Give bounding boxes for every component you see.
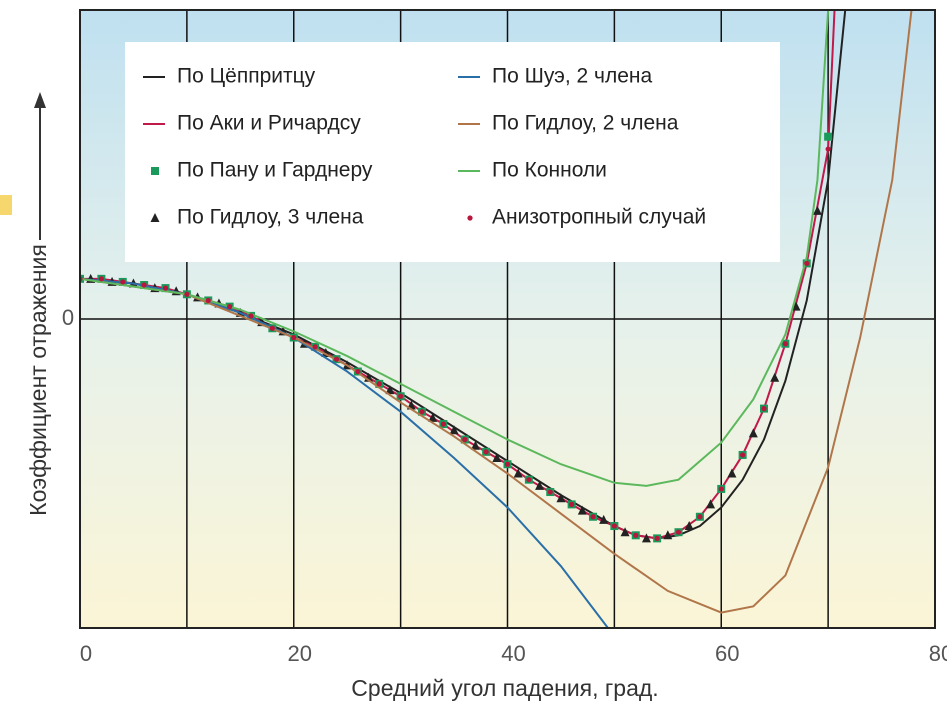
marker (385, 385, 395, 395)
marker (812, 205, 822, 215)
marker (355, 368, 361, 375)
marker (641, 533, 651, 543)
marker (526, 477, 532, 483)
legend-label: По Цёппритцу (177, 65, 316, 88)
legend-label: По Гидлоу, 3 члена (177, 206, 364, 229)
decoration (0, 195, 12, 215)
series-line (80, 10, 830, 487)
marker (675, 529, 682, 535)
marker (428, 412, 438, 422)
y-axis-label: Коэффициент отражения (25, 244, 51, 516)
legend-label: По Аки и Ричардсу (177, 112, 361, 135)
marker (556, 493, 566, 503)
marker (804, 260, 810, 266)
marker (748, 428, 758, 438)
marker (620, 527, 630, 537)
marker (590, 514, 596, 520)
marker (791, 301, 801, 311)
ticks: 0 20 40 60 80 0 (62, 305, 947, 666)
marker (312, 344, 318, 350)
series-line (80, 10, 913, 614)
marker (706, 499, 716, 509)
marker (718, 486, 724, 492)
marker (184, 291, 190, 297)
marker (697, 514, 703, 520)
marker (419, 409, 425, 415)
marker (151, 167, 159, 175)
marker (727, 468, 737, 478)
series (80, 10, 913, 628)
marker (654, 535, 660, 541)
marker (782, 341, 788, 347)
legend-label: По Шуэ, 2 члена (492, 65, 652, 88)
marker (162, 285, 169, 291)
marker (120, 279, 126, 285)
x-tick-label: 20 (288, 641, 312, 666)
marker (611, 523, 617, 529)
marker (824, 132, 833, 141)
marker (141, 282, 147, 288)
marker (761, 406, 767, 412)
legend-items: По Цёппритцу По Аки и Ричардсу По Пану и Г… (143, 65, 706, 229)
plot-frame (79, 9, 936, 629)
y-axis-arrow-head (34, 92, 46, 108)
marker (227, 304, 233, 310)
marker (269, 325, 275, 331)
marker (440, 421, 446, 427)
marker (663, 530, 673, 540)
marker (291, 334, 297, 341)
marker (547, 489, 553, 495)
marker (333, 356, 340, 362)
legend-label: По Пану и Гарднеру (177, 159, 373, 182)
marker (825, 146, 831, 152)
marker (492, 453, 502, 463)
x-tick-label: 80 (929, 641, 947, 666)
marker (504, 461, 511, 467)
x-axis-label: Средний угол падения, град. (351, 675, 658, 701)
marker (205, 297, 211, 304)
marker (569, 501, 575, 507)
marker (150, 213, 160, 222)
legend (125, 42, 780, 262)
marker (470, 440, 480, 450)
marker (449, 425, 459, 435)
x-tick-label: 60 (715, 641, 739, 666)
marker (467, 215, 473, 221)
y-axis-label-group: Коэффициент отражения (25, 244, 51, 516)
marker (577, 505, 587, 515)
marker (535, 480, 545, 490)
marker (248, 313, 254, 319)
marker (740, 452, 746, 458)
legend-label: По Конноли (492, 159, 607, 182)
marker (376, 381, 382, 387)
marker (462, 436, 468, 443)
x-tick-label: 0 (80, 641, 92, 666)
series-line (80, 277, 609, 628)
marker (684, 521, 694, 531)
marker (398, 393, 404, 399)
marker (599, 514, 609, 524)
marker (770, 372, 780, 382)
legend-label: Анизотропный случай (492, 206, 706, 229)
marker (483, 449, 489, 455)
x-tick-label: 40 (501, 641, 525, 666)
marker (513, 468, 523, 478)
y-tick-label: 0 (62, 305, 74, 330)
marker (633, 532, 639, 538)
legend-label: По Гидлоу, 2 члена (492, 112, 679, 135)
marker (98, 276, 104, 282)
